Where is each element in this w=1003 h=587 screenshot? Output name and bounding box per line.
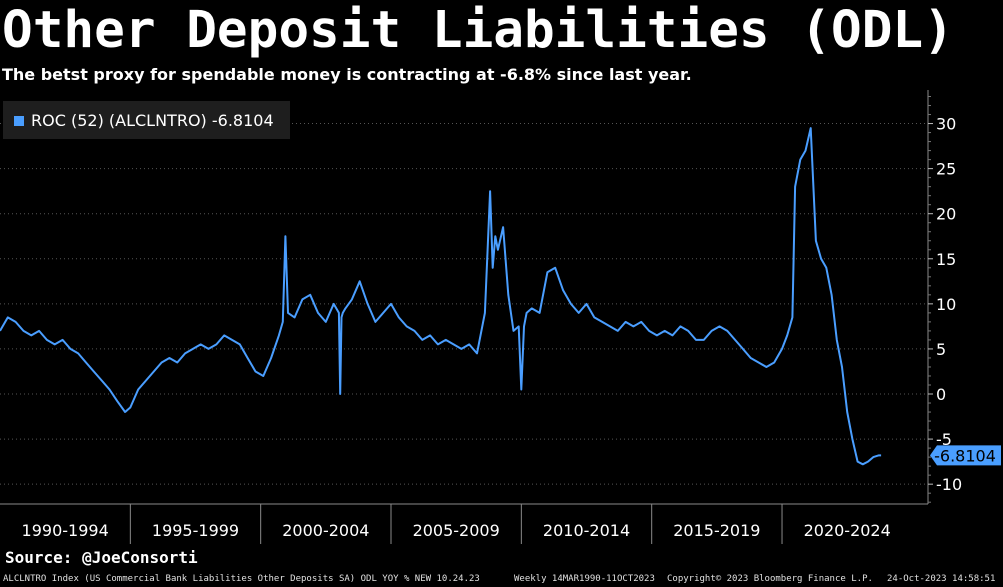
- y-tick-label: 25: [936, 160, 956, 179]
- footer: ALCLNTRO Index (US Commercial Bank Liabi…: [0, 572, 1003, 587]
- legend-box: [3, 101, 290, 139]
- x-tick-label: 1990-1994: [22, 521, 109, 540]
- series-line: [0, 127, 882, 466]
- footer-timestamp: 24-Oct-2023 14:58:51: [887, 574, 996, 584]
- source-credit: Source: @JoeConsorti: [5, 548, 198, 567]
- x-axis: 1990-1994 1995-1999 2000-2004 2005-2009 2010…: [0, 503, 928, 540]
- y-axis: -10 -5 0 5 10 15 20 25 30: [927, 90, 962, 504]
- series-group: [0, 127, 882, 466]
- x-tick-label: 2005-2009: [413, 521, 500, 540]
- legend-swatch: [14, 116, 24, 126]
- x-tick-label: 2020-2024: [804, 521, 891, 540]
- chart-subtitle: The betst proxy for spendable money is c…: [2, 65, 692, 84]
- y-tick-label: 0: [936, 385, 946, 404]
- last-value-tag: [930, 445, 1001, 466]
- grid-lines: [0, 123, 928, 485]
- legend-label: ROC (52) (ALCLNTRO) -6.8104: [31, 111, 274, 130]
- footer-range: Weekly 14MAR1990-11OCT2023: [514, 574, 655, 584]
- chart-title: Other Deposit Liabilities (ODL): [2, 1, 954, 60]
- y-tick-label: -5: [936, 430, 952, 449]
- legend: ROC (52) (ALCLNTRO) -6.8104: [3, 101, 290, 139]
- chart-background: [0, 90, 1003, 545]
- y-tick-label: 10: [936, 295, 956, 314]
- last-value-callout: -6.8104: [930, 445, 1001, 466]
- y-tick-label: -10: [936, 475, 962, 494]
- footer-copyright: Copyright© 2023 Bloomberg Finance L.P.: [667, 574, 873, 584]
- last-value-label: -6.8104: [934, 446, 996, 465]
- x-period-dividers: [129, 504, 783, 544]
- x-tick-label: 1995-1999: [152, 521, 239, 540]
- y-tick-label: 5: [936, 340, 946, 359]
- x-tick-label: 2000-2004: [282, 521, 369, 540]
- y-tick-label: 15: [936, 250, 956, 269]
- y-tick-label: 20: [936, 205, 956, 224]
- line-chart: -10 -5 0 5 10 15 20 25 30 1990-1994 1995-1999 2000…: [0, 90, 1003, 545]
- x-tick-label: 2015-2019: [673, 521, 760, 540]
- footer-description: ALCLNTRO Index (US Commercial Bank Liabi…: [3, 574, 480, 584]
- y-tick-label: 30: [936, 115, 956, 134]
- x-tick-label: 2010-2014: [543, 521, 630, 540]
